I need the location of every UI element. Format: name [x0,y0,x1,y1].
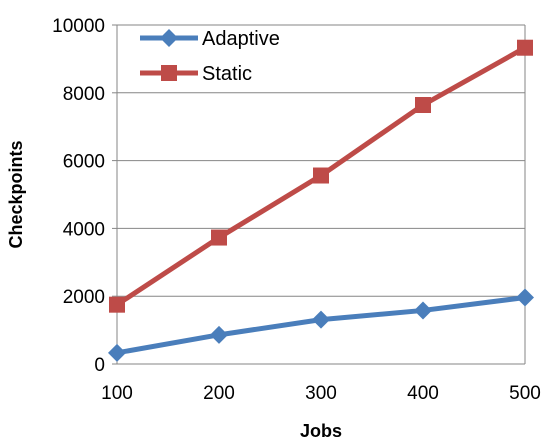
y-tick-label: 8000 [63,84,105,105]
y-tick-label: 10000 [52,16,105,37]
legend-label-static: Static [202,63,252,85]
data-point-adaptive [516,288,534,307]
x-tick-label: 100 [101,383,133,404]
y-axis-label: Checkpoints [6,140,26,248]
y-tick-label: 4000 [63,219,105,240]
y-tick-label: 2000 [63,287,105,308]
data-point-static [415,97,431,114]
data-point-adaptive [210,325,228,344]
series-layer [108,39,534,362]
x-tick-label: 200 [203,383,235,404]
data-point-static [313,167,329,184]
data-point-static [211,229,227,246]
data-point-adaptive [108,343,126,362]
gridlines [117,24,525,297]
x-tick-label: 300 [305,383,337,404]
data-point-static [517,39,533,56]
y-tick-label: 0 [94,355,105,376]
legend-label-adaptive: Adaptive [202,28,280,50]
data-point-adaptive [414,301,432,320]
x-tick-label: 400 [407,383,439,404]
data-point-static [109,296,125,313]
data-point-adaptive [312,310,330,329]
tick-labels: 0 2000 4000 6000 8000 10000 100 200 300 400 500 [52,16,541,404]
legend-marker-static [161,65,177,81]
x-tick-label: 500 [509,383,541,404]
x-axis-label: Jobs [300,421,342,441]
y-tick-label: 6000 [63,152,105,173]
legend: Adaptive Static [140,28,280,85]
legend-marker-adaptive [160,29,178,47]
